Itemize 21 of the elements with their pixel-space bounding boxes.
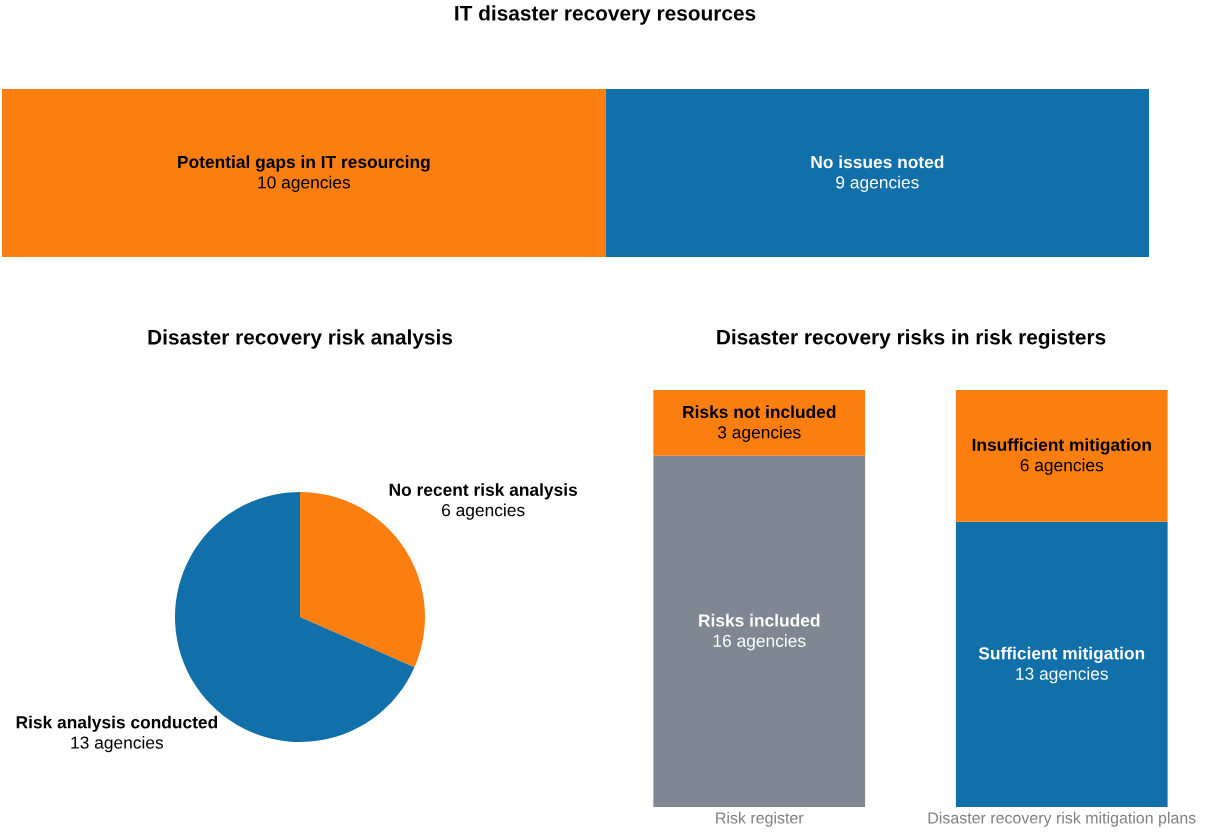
data-label: 9 agencies	[836, 175, 919, 192]
series-label: Insufficient mitigation	[972, 438, 1151, 455]
data-label: 3 agencies	[717, 425, 801, 442]
data-label: 13 agencies	[1016, 667, 1108, 684]
x-tick-label: Disaster recovery risk mitigation plans	[928, 811, 1196, 827]
data-label: 10 agencies	[258, 175, 351, 192]
data-label: 13 agencies	[71, 736, 164, 753]
data-label: 6 agencies	[442, 503, 525, 520]
series-label: Risks included	[699, 613, 820, 627]
data-label: 16 agencies	[713, 634, 806, 651]
slice-label: No recent risk analysis	[389, 483, 577, 500]
slice-label: Risk analysis conducted	[16, 715, 218, 732]
data-label: 6 agencies	[1020, 458, 1104, 475]
chart-title: IT disaster recovery resources	[455, 5, 756, 25]
series-label: Sufficient mitigation	[978, 646, 1145, 663]
series-label: No issues noted	[811, 155, 944, 169]
chart-title: Disaster recovery risks in risk registers	[717, 329, 1106, 349]
chart-title: Disaster recovery risk analysis	[148, 329, 453, 349]
series-label: Risks not included	[683, 405, 836, 419]
x-tick-label: Risk register	[716, 811, 804, 827]
series-label: Potential gaps in IT resourcing	[178, 155, 430, 172]
